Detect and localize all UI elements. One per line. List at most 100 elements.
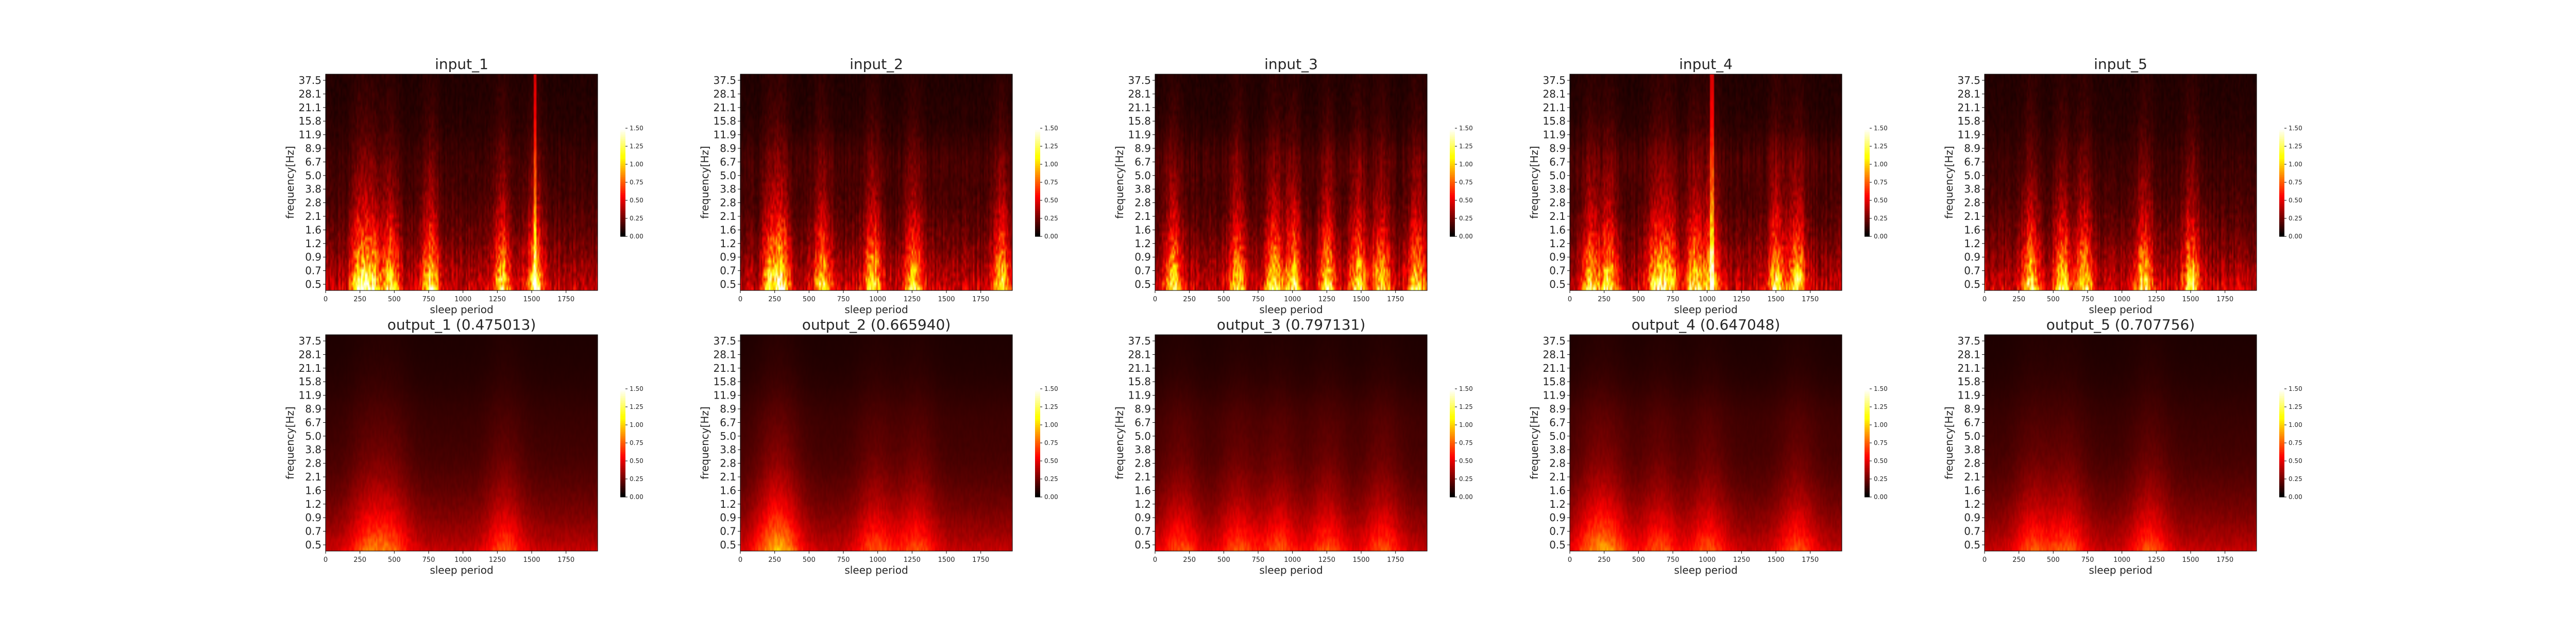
colorbar-tick-label: 0.00 (630, 493, 643, 501)
colorbar-segment (2279, 187, 2284, 190)
colorbar-segment (1450, 143, 1455, 145)
colorbar-segment (1865, 208, 1870, 210)
colorbar: 0.00 0.25 0.50 0.75 1.00 1.25 1.50 (1865, 125, 1888, 240)
colorbar-segment (2279, 396, 2284, 399)
colorbar-segment (1035, 473, 1040, 476)
colorbar-segment (620, 177, 625, 179)
y-tick-label: 5.0 (1134, 169, 1151, 182)
panel-title: output_1 (0.475013) (387, 316, 536, 333)
x-axis-label: sleep period (844, 564, 908, 576)
colorbar-segment (2279, 177, 2284, 179)
y-tick-label: 1.2 (1964, 498, 1980, 510)
colorbar-segment (2279, 403, 2284, 406)
y-axis-label: frequency[Hz] (1528, 146, 1540, 218)
x-tick-label: 1750 (2216, 296, 2233, 303)
plot-frame (325, 74, 598, 291)
colorbar-segment (1035, 179, 1040, 181)
colorbar-segment (1450, 416, 1455, 418)
colorbar-tick-label: 0.75 (1044, 179, 1058, 186)
colorbar-segment (1035, 233, 1040, 235)
y-tick-label: 37.5 (1957, 335, 1980, 347)
colorbar-segment (1865, 164, 1870, 167)
colorbar-segment (620, 231, 625, 233)
colorbar-segment (2279, 157, 2284, 160)
colorbar-segment (1450, 164, 1455, 167)
colorbar-segment (620, 408, 625, 411)
heatmap-image (326, 74, 598, 290)
colorbar-segment (1450, 405, 1455, 407)
y-tick-label: 0.7 (1964, 525, 1980, 538)
colorbar-segment (620, 211, 625, 214)
colorbar-segment (620, 405, 625, 407)
heatmap-panel: input_4 0.50.7 0.91.21.6 2.12.8 3.85.06.7 8.9… (1528, 56, 1888, 316)
heatmap-image (1570, 335, 1842, 551)
colorbar-segment (620, 483, 625, 485)
colorbar-segment (1035, 465, 1040, 467)
colorbar-segment (620, 493, 625, 496)
colorbar-segment (620, 459, 625, 461)
colorbar-segment (620, 144, 625, 147)
colorbar-segment (2279, 222, 2284, 225)
colorbar: 0.00 0.25 0.50 0.75 1.00 1.25 1.50 (2279, 385, 2302, 501)
colorbar-tick-label: 1.00 (1874, 161, 1888, 168)
colorbar-segment (1865, 155, 1870, 158)
x-axis-label: sleep period (2089, 564, 2152, 576)
colorbar-segment (1035, 486, 1040, 489)
colorbar-segment (1865, 197, 1870, 199)
y-tick-label: 3.8 (1964, 443, 1980, 456)
y-tick-label: 37.5 (713, 74, 736, 87)
colorbar-segment (2279, 465, 2284, 467)
colorbar-segment (2279, 400, 2284, 402)
colorbar-segment (1035, 137, 1040, 140)
x-tick-label: 1250 (1318, 556, 1335, 564)
colorbar-segment (1035, 226, 1040, 228)
colorbar-segment (1450, 394, 1455, 397)
x-tick-label: 750 (1667, 556, 1680, 564)
colorbar-segment (2279, 135, 2284, 138)
colorbar-segment (1035, 184, 1040, 186)
colorbar-segment (1450, 224, 1455, 226)
y-tick-label: 21.1 (1543, 101, 1566, 114)
colorbar-segment (1035, 448, 1040, 451)
colorbar-segment (1450, 398, 1455, 400)
colorbar-segment (2279, 202, 2284, 204)
colorbar-segment (2279, 430, 2284, 433)
colorbar-segment (1450, 190, 1455, 192)
colorbar-segment (1865, 200, 1870, 203)
colorbar-segment (1450, 150, 1455, 152)
y-tick-label: 21.1 (713, 101, 736, 114)
colorbar-segment (1035, 454, 1040, 456)
colorbar-segment (1450, 439, 1455, 442)
colorbar-segment (1450, 425, 1455, 427)
colorbar-segment (2279, 491, 2284, 494)
y-tick-label: 3.8 (1549, 183, 1566, 195)
colorbar-segment (1865, 488, 1870, 490)
colorbar-tick-label: 0.50 (630, 457, 643, 465)
colorbar-tick-label: 0.00 (2289, 233, 2302, 240)
colorbar-segment (1035, 412, 1040, 415)
colorbar-segment (1865, 426, 1870, 429)
x-tick-label: 1000 (869, 556, 886, 564)
colorbar-segment (2279, 208, 2284, 210)
y-axis-label: frequency[Hz] (284, 406, 296, 479)
y-tick-label: 21.1 (1128, 362, 1151, 374)
y-tick-label: 0.5 (1134, 278, 1151, 290)
colorbar-segment (1865, 389, 1870, 391)
colorbar-segment (620, 161, 625, 163)
x-tick-label: 1000 (2113, 296, 2130, 303)
y-tick-label: 1.6 (1549, 224, 1566, 236)
colorbar-segment (2279, 495, 2284, 497)
x-tick-label: 0 (1568, 556, 1572, 564)
colorbar-segment (1450, 486, 1455, 489)
colorbar-segment (2279, 459, 2284, 461)
colorbar-segment (1865, 432, 1870, 435)
colorbar-segment (1450, 233, 1455, 235)
colorbar-segment (1035, 483, 1040, 485)
heatmap-panel: input_1 0.50.7 0.91.21.6 2.12.8 3.85.06.7 8.9… (284, 56, 643, 316)
y-tick-label: 15.8 (713, 375, 736, 388)
colorbar-segment (1450, 483, 1455, 485)
colorbar-segment (620, 162, 625, 165)
y-tick-label: 6.7 (305, 416, 321, 428)
colorbar-segment (620, 130, 625, 132)
y-tick-label: 11.9 (1543, 129, 1566, 141)
